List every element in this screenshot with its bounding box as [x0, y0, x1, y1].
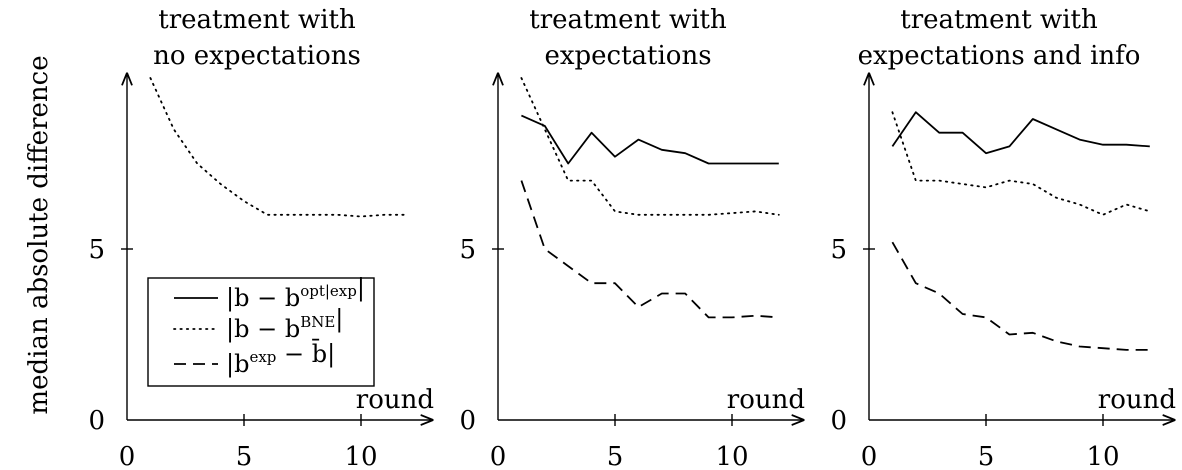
panel-title-line: treatment with [900, 5, 1098, 35]
legend-label-bne: |b − bBNE| [226, 305, 343, 344]
legend-label-exp: |bexp − b̄| [226, 339, 335, 379]
series-line-bne [520, 77, 780, 216]
panel-1: treatment with no expectations 0 5 10 0 5 round [88, 5, 434, 470]
y-tick-label: 5 [459, 235, 476, 265]
x-tick-label: 5 [978, 442, 995, 470]
x-axis-label: round [356, 385, 434, 415]
series-line-opt [891, 111, 1150, 155]
x-tick-label: 0 [119, 442, 136, 470]
x-tick-label: 5 [607, 442, 624, 470]
panel-title-line: expectations [544, 41, 711, 71]
x-axis-label: round [1098, 385, 1176, 415]
panel-title-line: expectations and info [858, 41, 1141, 71]
legend-box [147, 277, 375, 387]
x-tick-label: 10 [1086, 442, 1119, 470]
panel-3: treatment with expectations and info 0 5 10 0… [830, 5, 1176, 470]
x-tick-label: 10 [344, 442, 377, 470]
x-tick-label: 0 [490, 442, 507, 470]
series-line-exp [891, 241, 1150, 351]
legend: |b − bopt|exp||b − bBNE||bexp − b̄| [147, 274, 375, 387]
x-tick-label: 10 [715, 442, 748, 470]
y-axis-label: median absolute difference [24, 55, 54, 414]
series-line-bne [891, 111, 1151, 216]
panel-2: treatment with expectations 0 5 10 0 5 round [459, 5, 805, 470]
y-tick-label: 5 [88, 235, 105, 265]
y-tick-label: 0 [459, 406, 476, 436]
panel-title-line: no expectations [153, 41, 361, 71]
panel-title-line: treatment with [529, 5, 727, 35]
y-tick-label: 0 [88, 406, 105, 436]
y-tick-label: 5 [830, 235, 847, 265]
legend-label-opt: |b − bopt|exp| [226, 274, 365, 313]
panel-title-line: treatment with [158, 5, 356, 35]
x-tick-label: 5 [236, 442, 253, 470]
series-line-bne [149, 77, 409, 218]
series-line-exp [520, 180, 779, 319]
series-line-opt [521, 114, 779, 165]
x-tick-label: 0 [861, 442, 878, 470]
x-axis-label: round [727, 385, 805, 415]
y-tick-label: 0 [830, 406, 847, 436]
